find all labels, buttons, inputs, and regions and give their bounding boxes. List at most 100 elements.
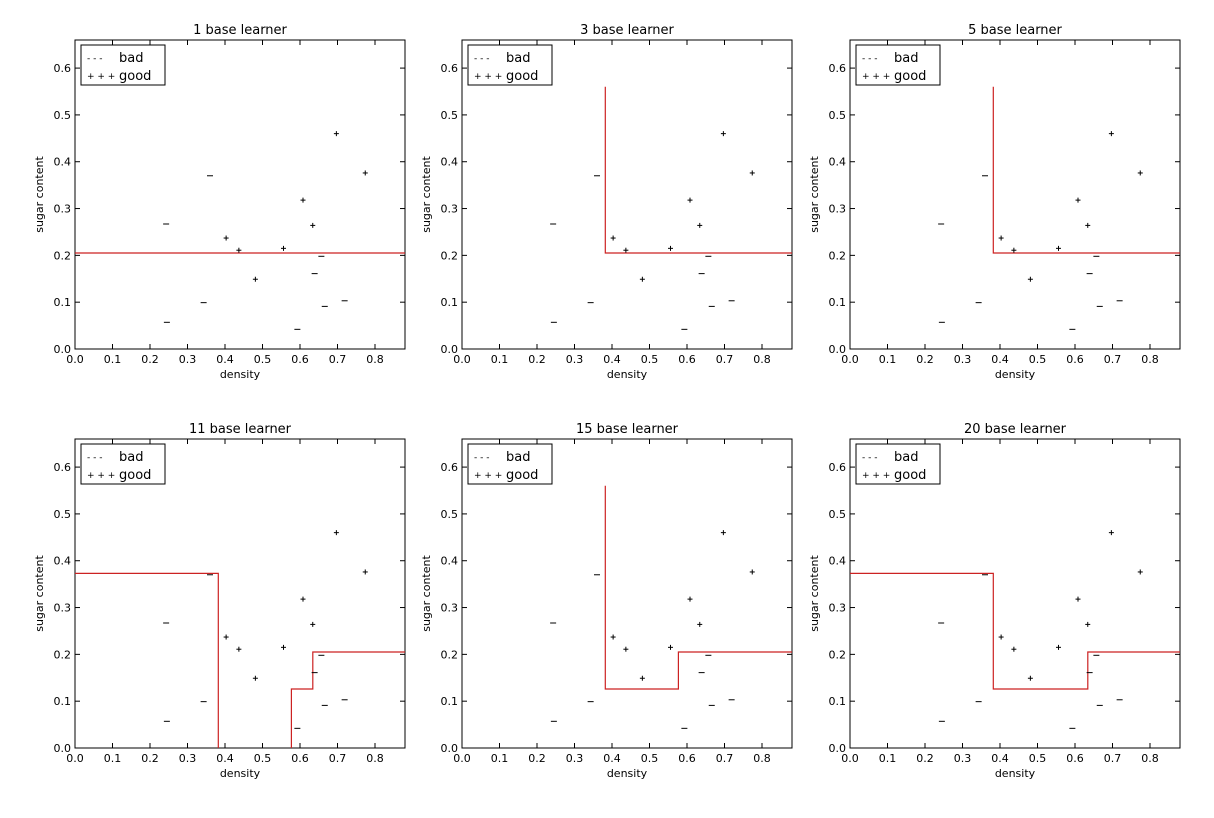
point-good xyxy=(1137,170,1143,176)
legend-box xyxy=(80,443,166,485)
subplot-title: 1 base learner xyxy=(193,23,287,38)
x-tick-label: 0.4 xyxy=(991,353,1009,366)
legend-label-bad: bad xyxy=(506,51,530,66)
x-tick-label: 0.7 xyxy=(1104,353,1122,366)
y-axis-label: sugar content xyxy=(420,555,433,632)
x-axis-label: density xyxy=(220,368,261,381)
x-tick-label: 0.6 xyxy=(1066,752,1084,765)
legend-marker-bad: - - - xyxy=(87,54,102,64)
legend-label-good: good xyxy=(894,468,926,483)
x-tick-label: 0.3 xyxy=(179,353,197,366)
y-tick-label: 0.2 xyxy=(441,648,459,661)
legend-label-bad: bad xyxy=(894,450,918,465)
legend-label-bad: bad xyxy=(119,51,143,66)
point-good xyxy=(362,170,368,176)
decision-boundary xyxy=(992,86,1180,254)
x-tick-label: 0.8 xyxy=(753,353,771,366)
x-tick-label: 0.4 xyxy=(216,752,234,765)
y-axis-label: sugar content xyxy=(33,555,46,632)
point-good xyxy=(749,170,755,176)
point-good xyxy=(236,247,242,253)
x-tick-label: 0.1 xyxy=(491,353,509,366)
point-good xyxy=(300,197,306,203)
point-good xyxy=(1137,569,1143,575)
point-good xyxy=(668,644,673,650)
point-good xyxy=(1108,530,1114,536)
subplot-6: 20 base learner 0.0 0.1 0.2 0.3 0.4 0.5 0.6 0.7 0… xyxy=(808,422,1181,780)
y-tick-label: 0.6 xyxy=(54,461,72,474)
legend-label-bad: bad xyxy=(894,51,918,66)
subplot-title: 11 base learner xyxy=(189,422,292,437)
axes-frame xyxy=(849,39,1181,350)
legend-label-good: good xyxy=(119,468,151,483)
point-good xyxy=(668,245,673,251)
subplot-title: 15 base learner xyxy=(576,422,679,437)
legend-marker-bad: - - - xyxy=(474,453,489,463)
x-tick-label: 0.2 xyxy=(141,752,159,765)
x-tick-label: 0.5 xyxy=(641,752,659,765)
y-tick-label: 0.3 xyxy=(441,203,459,216)
point-good xyxy=(1027,675,1033,681)
x-tick-label: 0.8 xyxy=(1141,752,1159,765)
point-good xyxy=(333,530,339,536)
x-tick-label: 0.1 xyxy=(104,353,122,366)
x-tick-label: 0.2 xyxy=(916,752,934,765)
y-tick-label: 0.1 xyxy=(441,695,459,708)
y-tick-label: 0.6 xyxy=(829,62,847,75)
point-good xyxy=(720,530,726,536)
subplot-title: 20 base learner xyxy=(964,422,1067,437)
x-tick-label: 0.8 xyxy=(366,752,384,765)
point-good xyxy=(1075,596,1081,602)
point-good xyxy=(1075,197,1081,203)
point-good xyxy=(1056,644,1061,650)
x-tick-label: 0.0 xyxy=(841,353,859,366)
y-tick-label: 0.6 xyxy=(54,62,72,75)
y-axis-label: sugar content xyxy=(420,156,433,233)
x-tick-label: 0.8 xyxy=(753,752,771,765)
axes-frame xyxy=(461,438,793,749)
legend-box xyxy=(855,443,941,485)
y-tick-label: 0.1 xyxy=(441,296,459,309)
x-tick-label: 0.8 xyxy=(1141,353,1159,366)
legend-label-bad: bad xyxy=(506,450,530,465)
legend-label-good: good xyxy=(119,69,151,84)
y-tick-label: 0.3 xyxy=(54,602,72,615)
y-tick-label: 0.0 xyxy=(54,742,72,755)
subplot-1: 1 base learner 0.0 0.1 0.2 0.3 0.4 0.5 0.6 0.7 0.… xyxy=(33,23,406,381)
axes-frame xyxy=(74,39,406,350)
legend-marker-good: + + + xyxy=(87,471,115,481)
point-good xyxy=(310,222,316,228)
subplot-3: 5 base learner 0.0 0.1 0.2 0.3 0.4 0.5 0.6 0.7 0.… xyxy=(808,23,1181,381)
y-tick-label: 0.0 xyxy=(829,742,847,755)
x-tick-label: 0.1 xyxy=(879,752,897,765)
point-good xyxy=(720,131,726,137)
point-good xyxy=(639,675,645,681)
legend-box xyxy=(855,44,941,86)
y-tick-label: 0.3 xyxy=(441,602,459,615)
x-tick-label: 0.5 xyxy=(1029,752,1047,765)
y-tick-label: 0.1 xyxy=(829,296,847,309)
point-good xyxy=(1085,621,1091,627)
y-tick-label: 0.0 xyxy=(441,343,459,356)
legend-label-bad: bad xyxy=(119,450,143,465)
x-tick-label: 0.4 xyxy=(216,353,234,366)
decision-boundary xyxy=(75,572,219,748)
y-tick-label: 0.1 xyxy=(54,296,72,309)
x-tick-label: 0.3 xyxy=(179,752,197,765)
point-good xyxy=(749,569,755,575)
y-tick-label: 0.0 xyxy=(54,343,72,356)
x-tick-label: 0.2 xyxy=(916,353,934,366)
y-tick-label: 0.2 xyxy=(54,249,72,262)
y-tick-label: 0.3 xyxy=(829,203,847,216)
y-tick-label: 0.0 xyxy=(829,343,847,356)
x-tick-label: 0.4 xyxy=(603,752,621,765)
axes-frame xyxy=(461,39,793,350)
x-tick-label: 0.7 xyxy=(329,752,347,765)
legend-box xyxy=(467,443,553,485)
y-tick-label: 0.3 xyxy=(829,602,847,615)
x-tick-label: 0.3 xyxy=(954,353,972,366)
y-tick-label: 0.2 xyxy=(54,648,72,661)
point-good xyxy=(623,247,629,253)
x-tick-label: 0.7 xyxy=(716,353,734,366)
